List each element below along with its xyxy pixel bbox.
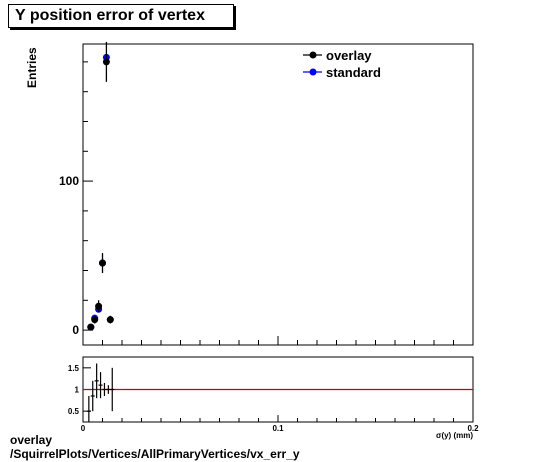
x-tick-label: 0.2 [467,424,479,433]
ratio-axis-ticks: 0.5 1 1.5 0 0.1 0.2 [68,364,479,433]
main-axis-ticks: 0 100 [59,61,474,345]
footer-path: /SquirrelPlots/Vertices/AllPrimaryVertic… [10,447,300,461]
overlay-point [102,58,110,66]
overlay-point [87,323,95,331]
x-tick-label: 0 [81,424,86,433]
x-tick-label: 0.1 [272,424,284,433]
legend-overlay-marker [309,51,317,59]
footer-label: overlay [10,433,53,447]
legend-overlay-label: overlay [326,48,372,63]
ratio-data-points [86,363,115,422]
legend-standard-label: standard [326,65,381,80]
overlay-point [106,316,114,324]
overlay-point [91,316,99,324]
y-axis-title: Entries [25,47,39,88]
y-tick-label: 0 [72,323,79,337]
main-data-points [87,41,114,331]
main-plot-frame [82,43,474,346]
overlay-point [95,302,103,310]
legend-standard-marker [309,68,317,76]
x-axis-title: σ(y) (mm) [436,431,473,440]
ratio-y-tick-label: 0.5 [68,407,80,416]
ratio-y-tick-label: 1 [75,386,80,395]
y-tick-label: 100 [59,174,79,188]
overlay-point [99,259,106,267]
ratio-y-tick-label: 1.5 [68,364,80,373]
legend: overlay standard [303,48,381,80]
chart-title: Y position error of vertex [15,7,205,24]
title-box: Y position error of vertex [8,4,234,28]
